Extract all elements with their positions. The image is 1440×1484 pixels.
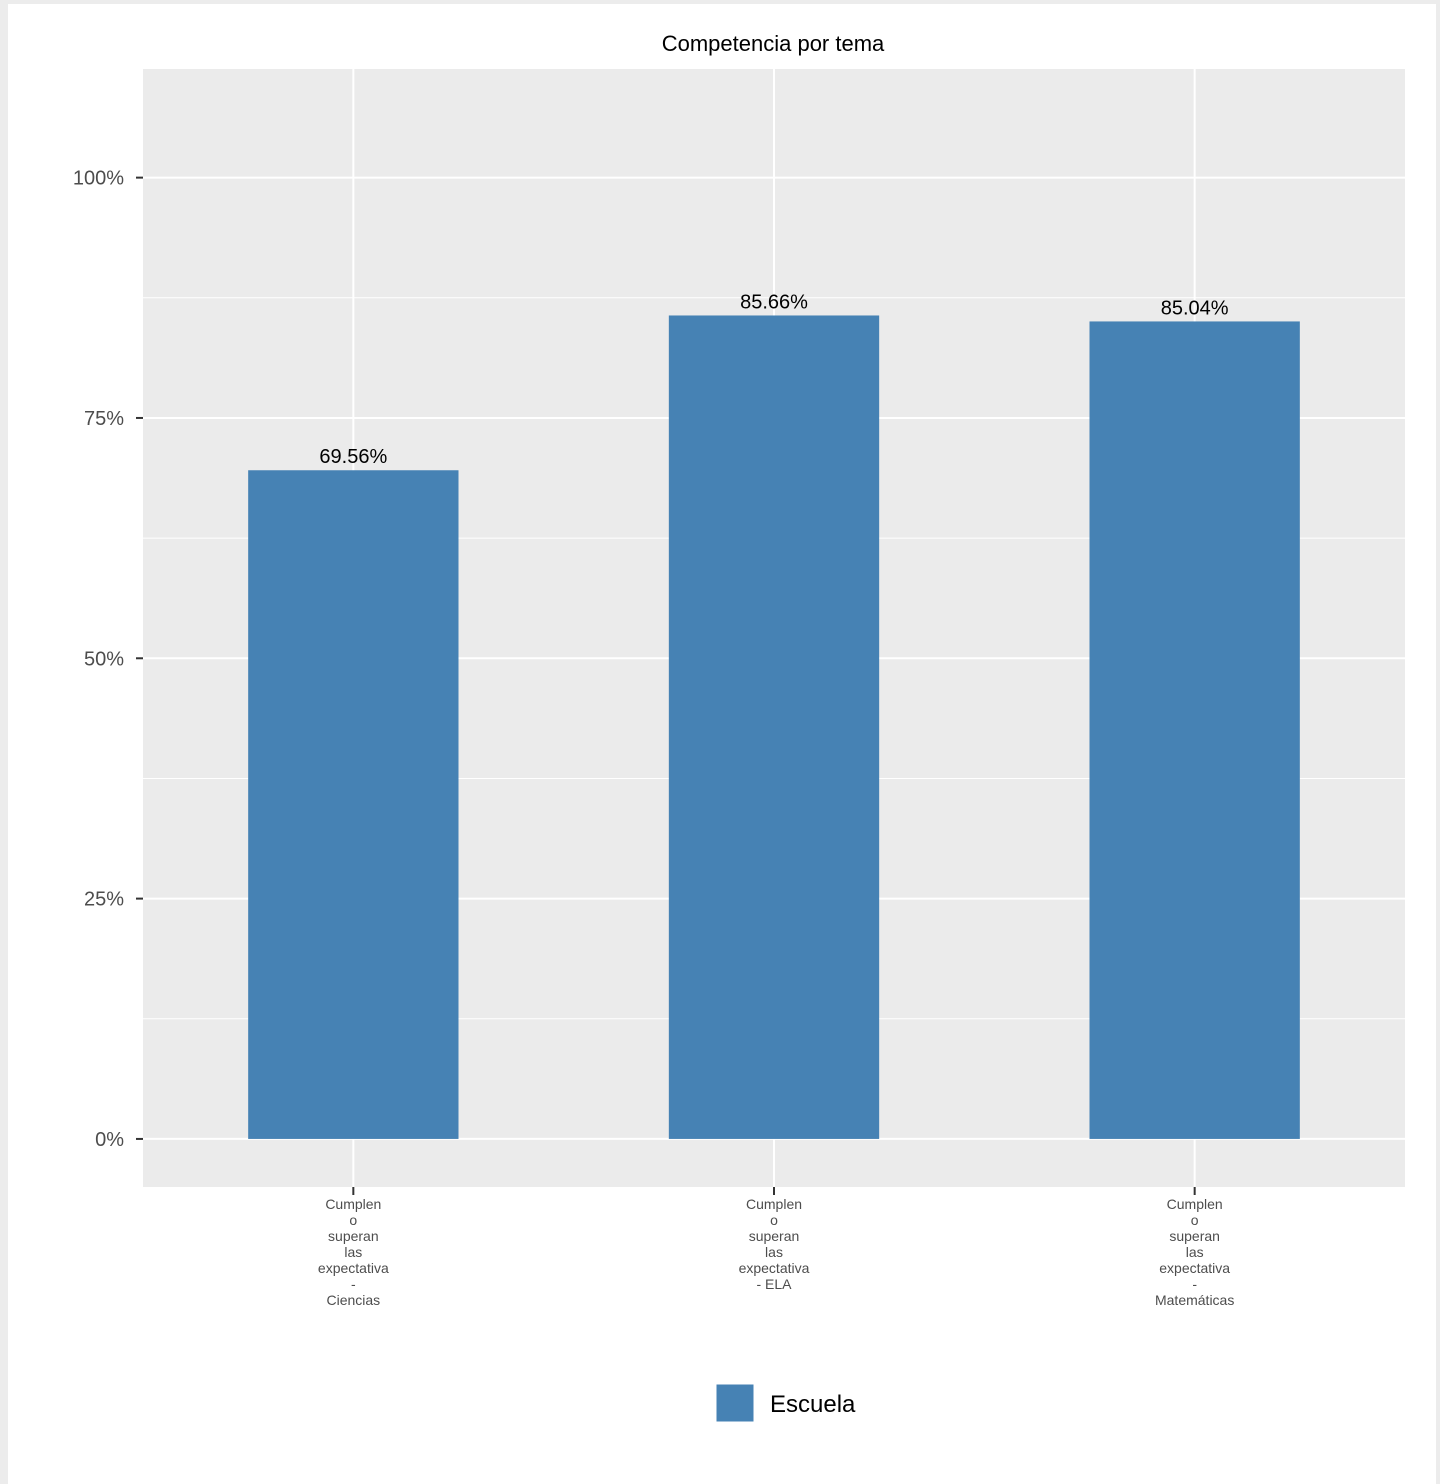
bar <box>248 470 459 1139</box>
chart-title: Competencia por tema <box>662 31 885 56</box>
y-tick-label: 75% <box>84 408 124 430</box>
y-tick-label: 100% <box>73 168 124 190</box>
x-tick-label: Cumplen o superan las expectativa - ELA <box>739 1196 810 1292</box>
value-label: 69.56% <box>319 446 387 468</box>
chart-card: Competencia por tema 69.56% 85.66% 85.04% … <box>8 4 1436 1484</box>
bars <box>248 315 1300 1139</box>
value-label: 85.04% <box>1161 297 1229 319</box>
value-label: 85.66% <box>740 291 808 313</box>
y-tick-label: 0% <box>95 1129 124 1151</box>
bar <box>1089 321 1300 1139</box>
x-tick-label: Cumplen o superan las expectativa -Matemática… <box>1155 1196 1234 1308</box>
value-labels: 69.56% 85.66% 85.04% <box>319 291 1228 468</box>
bar <box>668 315 880 1139</box>
bar-chart: Competencia por tema 69.56%85.66% 85.04% … <box>73 31 1405 1423</box>
y-tick-label: 25% <box>84 889 124 911</box>
legend: Escuela <box>715 1383 856 1423</box>
y-axis: 0% 25% 50% 75% 100% <box>73 168 143 1151</box>
y-tick-label: 50% <box>84 648 124 670</box>
x-axis: Cumplen o superan las expectativa -Ciencias Cu… <box>318 1187 1234 1308</box>
x-tick-label: Cumplen o superan las expectativa -Ciencias <box>318 1196 389 1308</box>
legend-key-escuela <box>715 1383 755 1423</box>
legend-label-escuela: Escuela <box>770 1391 856 1418</box>
